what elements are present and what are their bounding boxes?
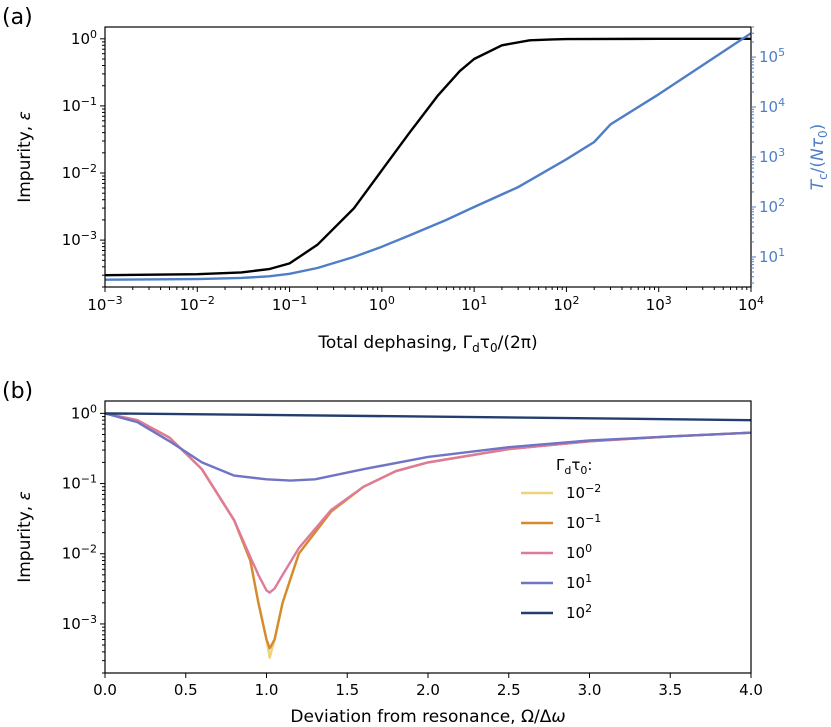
panel-a-ytick-right-label: 102 bbox=[759, 195, 785, 216]
panel-b-ytick-label: 10−2 bbox=[62, 542, 97, 563]
panel-b-xtick-label: 2.5 bbox=[497, 681, 521, 699]
legend-entry-label: 101 bbox=[566, 572, 592, 593]
panel-b-xlabel: Deviation from resonance, Ω/Δω bbox=[290, 707, 565, 727]
panel-a-xtick-label: 101 bbox=[461, 294, 487, 315]
panel-a-ytick-left-label: 10−2 bbox=[62, 162, 97, 183]
panel-b-xtick-label: 1.0 bbox=[255, 681, 279, 699]
panel-b-plot-area bbox=[104, 412, 752, 659]
panel-a-series-left-line bbox=[104, 37, 751, 277]
panel-a-ytick-left-label: 10−3 bbox=[62, 229, 97, 250]
panel-a-ylabel-left: Impurity, ε bbox=[15, 111, 35, 203]
legend-entry-label: 10−1 bbox=[566, 512, 601, 533]
panel-a-ytick-left-label: 100 bbox=[71, 27, 97, 48]
panel-b-series-line bbox=[104, 412, 752, 650]
legend-entry-label: 10−2 bbox=[566, 482, 601, 503]
panel-a-axes: 10−3 10−2 10−1 100 101 102 103 104 100 10−1 10−2 10… bbox=[62, 26, 785, 315]
panel-a-ytick-right-label: 101 bbox=[759, 245, 785, 266]
legend-entry-label: 100 bbox=[566, 542, 592, 563]
legend-title: Γdτ0: bbox=[556, 456, 592, 477]
panel-b-series-line bbox=[104, 412, 752, 659]
panel-b-label: (b) bbox=[2, 379, 33, 404]
panel-a-xtick-label: 104 bbox=[738, 294, 764, 315]
panel-b-xtick-label: 3.5 bbox=[658, 681, 682, 699]
panel-b-ytick-label: 100 bbox=[71, 402, 97, 423]
panel-a-xtick-label: 102 bbox=[553, 294, 579, 315]
panel-b-series-line bbox=[104, 412, 752, 482]
panel-b-ytick-label: 10−1 bbox=[62, 472, 97, 493]
panel-a-xtick-label: 100 bbox=[369, 294, 395, 315]
panel-b-ylabel: Impurity, ε bbox=[15, 491, 35, 583]
panel-a-ylabel-right: Tc/(Nτ0) bbox=[808, 124, 830, 191]
panel-b-ytick-label: 10−3 bbox=[62, 612, 97, 633]
panel-a-ytick-left-label: 10−1 bbox=[62, 94, 97, 115]
panel-b-legend: Γdτ0: 10−2 10−1 100 101 102 bbox=[521, 456, 601, 622]
panel-b-xtick-label: 3.0 bbox=[578, 681, 602, 699]
panel-a-label: (a) bbox=[2, 5, 33, 30]
panel-b-xtick-label: 1.5 bbox=[335, 681, 359, 699]
panel-b-axes: 0.0 0.5 1.0 1.5 2.0 2.5 3.0 3.5 4.0 100 10−1 10−2 10… bbox=[62, 402, 763, 699]
panel-a-xtick-label: 10−3 bbox=[87, 294, 122, 315]
panel-a-xtick-label: 103 bbox=[646, 294, 672, 315]
panel-b-xtick-label: 0.5 bbox=[174, 681, 198, 699]
panel-b-xtick-label: 2.0 bbox=[416, 681, 440, 699]
panel-a-ytick-right-label: 103 bbox=[759, 146, 785, 167]
panel-a-xlabel: Total dephasing, Γdτ0/(2π) bbox=[317, 333, 537, 355]
panel-b-series-line bbox=[104, 412, 752, 594]
panel-b-xtick-label: 0.0 bbox=[93, 681, 117, 699]
legend-entry-label: 102 bbox=[566, 602, 592, 623]
panel-a-series-right-line bbox=[104, 32, 752, 281]
panel-a-xtick-label: 10−2 bbox=[180, 294, 215, 315]
panel-a-ytick-right-label: 104 bbox=[759, 96, 785, 117]
panel-a-frame bbox=[104, 26, 752, 288]
panel-b-series-line bbox=[104, 412, 752, 422]
panel-a-xtick-label: 10−1 bbox=[272, 294, 307, 315]
panel-b-frame bbox=[104, 400, 752, 674]
panel-a-plot-area bbox=[104, 32, 752, 281]
panel-a-ytick-right-label: 105 bbox=[759, 46, 785, 66]
panel-b: (b) 0.0 0.5 1.0 1.5 2.0 2.5 3.0 3.5 4.0 100 10−1 10… bbox=[2, 379, 763, 727]
panel-b-xtick-label: 4.0 bbox=[739, 681, 763, 699]
panel-a: (a) 10−3 10−2 10−1 100 101 102 103 10410010−110… bbox=[2, 5, 830, 355]
